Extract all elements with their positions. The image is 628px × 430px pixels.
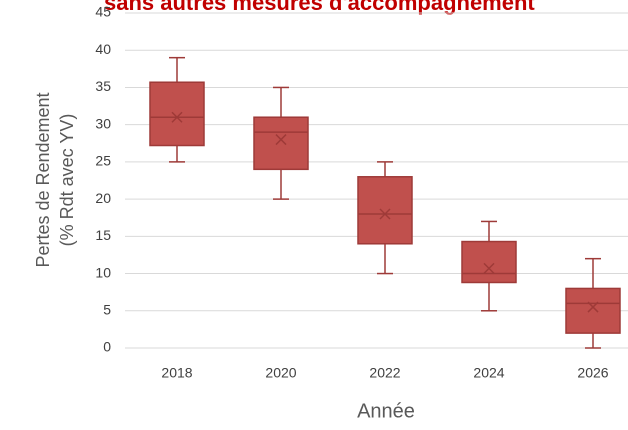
y-tick-label: 45 xyxy=(95,4,111,20)
y-axis-label: Pertes de Rendement xyxy=(33,92,53,267)
y-tick-label: 0 xyxy=(103,339,111,355)
box xyxy=(565,287,621,334)
box xyxy=(461,240,517,284)
mean-stroke xyxy=(171,111,183,123)
mean-stroke xyxy=(587,301,599,313)
mean-stroke xyxy=(275,134,287,146)
y-tick-label: 30 xyxy=(95,115,111,131)
x-tick-label: 2020 xyxy=(265,365,296,381)
x-tick-label: 2026 xyxy=(577,365,608,381)
mean-marker xyxy=(483,262,495,274)
mean-stroke xyxy=(483,262,495,274)
y-tick-label: 35 xyxy=(95,78,111,94)
y-tick-label: 10 xyxy=(95,264,111,280)
y-tick-label: 40 xyxy=(95,41,111,57)
y-tick-label: 20 xyxy=(95,190,111,206)
x-tick-label: 2022 xyxy=(369,365,400,381)
x-tick-label: 2018 xyxy=(161,365,192,381)
x-axis-label: Année xyxy=(357,400,415,422)
mean-marker xyxy=(379,208,391,220)
mean-stroke xyxy=(379,208,391,220)
y-tick-label: 25 xyxy=(95,153,111,169)
y-axis-label: (% Rdt avec YV) xyxy=(57,114,77,247)
y-tick-label: 15 xyxy=(95,227,111,243)
mean-marker xyxy=(171,111,183,123)
chart-title: sans autres mesures d'accompagnement xyxy=(104,0,535,15)
mean-marker xyxy=(275,134,287,146)
mean-marker xyxy=(587,301,599,313)
box xyxy=(149,81,205,147)
y-tick-label: 5 xyxy=(103,301,111,317)
box xyxy=(357,176,413,245)
x-tick-label: 2024 xyxy=(473,365,504,381)
box xyxy=(253,116,309,171)
